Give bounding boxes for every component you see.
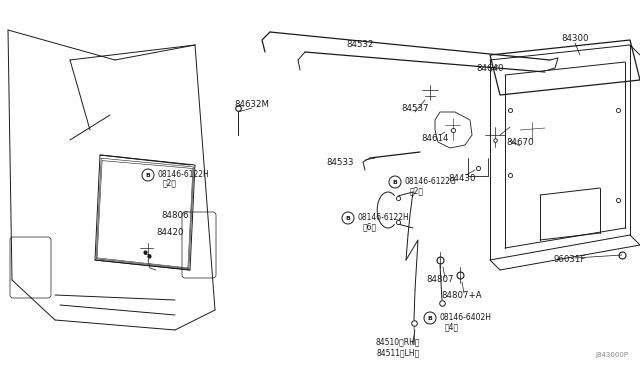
Text: 84807: 84807 (426, 276, 454, 285)
Text: 84670: 84670 (506, 138, 534, 147)
Text: 96031F: 96031F (554, 256, 586, 264)
Text: （6）: （6） (363, 222, 377, 231)
Text: 84640: 84640 (476, 64, 504, 73)
Text: （2）: （2） (410, 186, 424, 196)
Text: 84430: 84430 (448, 173, 476, 183)
Text: J843000P: J843000P (595, 352, 628, 358)
Text: 84537: 84537 (401, 103, 429, 112)
Text: 08146-6122H: 08146-6122H (158, 170, 210, 179)
Text: B: B (145, 173, 150, 177)
Text: B: B (392, 180, 397, 185)
Text: 84614: 84614 (421, 134, 449, 142)
Text: （2）: （2） (163, 179, 177, 187)
Text: 84420: 84420 (156, 228, 184, 237)
Text: （4）: （4） (445, 323, 459, 331)
Text: 84511（LH）: 84511（LH） (376, 349, 420, 357)
Text: 84806: 84806 (161, 211, 189, 219)
Text: B: B (346, 215, 351, 221)
Text: 84807+A: 84807+A (442, 291, 483, 299)
Text: 84632M: 84632M (234, 99, 269, 109)
Text: 08146-6402H: 08146-6402H (440, 312, 492, 321)
Text: B: B (428, 315, 433, 321)
Text: 84300: 84300 (561, 33, 589, 42)
Text: 84533: 84533 (326, 157, 354, 167)
Text: 84532: 84532 (346, 39, 374, 48)
Text: 08146-6122H: 08146-6122H (358, 212, 410, 221)
Text: 84510（RH）: 84510（RH） (376, 337, 420, 346)
Text: 08146-6122G: 08146-6122G (405, 176, 457, 186)
